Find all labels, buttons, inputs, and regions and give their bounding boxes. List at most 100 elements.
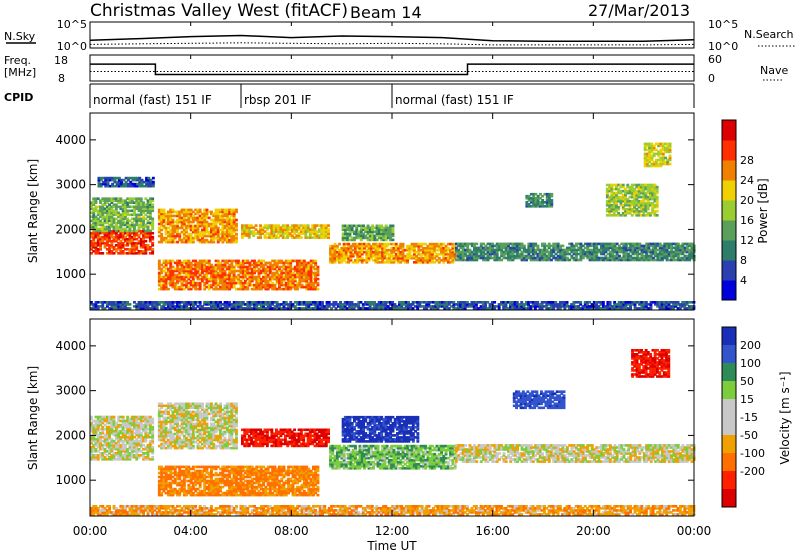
heatmap-cell — [311, 236, 315, 239]
heatmap-cell — [491, 256, 495, 260]
heatmap-cell — [406, 244, 409, 248]
heatmap-cell — [550, 192, 554, 196]
heatmap-cell — [145, 184, 148, 188]
heatmap-cell — [212, 232, 216, 236]
heatmap-cell — [246, 287, 250, 291]
heatmap-cell — [94, 235, 98, 239]
heatmap-cell — [340, 246, 344, 250]
heatmap-cell — [105, 252, 109, 255]
heatmap-cell — [189, 271, 193, 275]
heatmap-cell — [426, 259, 430, 262]
heatmap-cell — [144, 197, 148, 200]
heatmap-cell — [167, 222, 170, 226]
heatmap-cell — [342, 246, 346, 250]
heatmap-cell — [228, 277, 232, 281]
heatmap-cell — [252, 226, 256, 229]
heatmap-cell — [135, 244, 139, 247]
heatmap-cell — [316, 277, 320, 281]
heatmap-cell — [298, 265, 302, 269]
heatmap-cell — [437, 244, 441, 248]
heatmap-cell — [135, 199, 139, 202]
heatmap-cell — [94, 246, 98, 249]
heatmap-cell — [185, 259, 188, 263]
heatmap-cell — [126, 201, 130, 204]
heatmap-cell — [144, 205, 148, 209]
heatmap-cell — [280, 259, 284, 263]
heatmap-cell — [406, 259, 409, 262]
heatmap-cell — [205, 230, 209, 234]
heatmap-cell — [219, 216, 222, 220]
heatmap-cell — [348, 238, 352, 242]
heatmap-cell — [110, 201, 114, 204]
heatmap-cell — [341, 232, 345, 236]
heatmap-cell — [302, 267, 306, 271]
heatmap-cell — [601, 301, 605, 304]
heatmap-cell — [162, 210, 166, 214]
heatmap-cell — [225, 216, 229, 220]
heatmap-cell — [92, 219, 96, 223]
heatmap-cell — [207, 224, 211, 228]
heatmap-cell — [119, 235, 123, 239]
heatmap-cell — [367, 242, 371, 246]
heatmap-cell — [453, 244, 457, 248]
heatmap-cell — [257, 285, 261, 289]
heatmap-cell — [392, 259, 396, 262]
heatmap-cell — [205, 210, 209, 214]
heatmap-cell — [382, 232, 386, 236]
heatmap-cell — [466, 246, 470, 250]
heatmap-cell — [308, 232, 312, 235]
heatmap-cell — [201, 277, 204, 281]
heatmap-cell — [164, 261, 168, 265]
heatmap-cell — [305, 267, 309, 271]
heatmap-cell — [167, 267, 170, 271]
heatmap-cell — [92, 215, 96, 219]
heatmap-cell — [187, 232, 191, 236]
heatmap-cell — [307, 265, 311, 269]
heatmap-cell — [128, 237, 132, 241]
heatmap-cell — [105, 197, 109, 200]
heatmap-cell — [144, 203, 148, 206]
heatmap-cell — [108, 215, 111, 219]
heatmap-cell — [203, 261, 207, 265]
heatmap-cell — [232, 285, 236, 289]
heatmap-cell — [380, 224, 384, 228]
heatmap-cell — [296, 285, 299, 289]
heatmap-cell — [491, 244, 495, 248]
heatmap-cell — [96, 231, 100, 235]
heatmap-cell — [221, 214, 225, 218]
heatmap-cell — [428, 252, 432, 256]
heatmap-cell — [189, 232, 193, 236]
heatmap-cell — [210, 222, 213, 226]
heatmap-cell — [468, 248, 472, 252]
heatmap-cell — [266, 275, 270, 279]
heatmap-cell — [194, 283, 198, 287]
heatmap-cell — [346, 224, 350, 228]
heatmap-cell — [142, 205, 145, 209]
heatmap-cell — [219, 269, 222, 273]
heatmap-cell — [335, 252, 339, 256]
heatmap-cell — [275, 230, 278, 233]
heatmap-cell — [270, 228, 274, 231]
heatmap-cell — [442, 254, 446, 258]
heatmap-cell — [265, 228, 269, 231]
heatmap-cell — [305, 285, 309, 289]
heatmap-cell — [142, 201, 145, 204]
heatmap-cell — [350, 236, 354, 240]
heatmap-cell — [297, 232, 301, 235]
heatmap-cell — [160, 283, 164, 287]
heatmap-cell — [198, 283, 202, 287]
heatmap-cell — [228, 269, 232, 273]
heatmap-cell — [169, 271, 173, 275]
heatmap-cell — [121, 201, 125, 204]
heatmap-cell — [451, 248, 455, 252]
heatmap-cell — [92, 237, 96, 241]
heatmap-cell — [357, 224, 361, 228]
heatmap-cell — [307, 271, 311, 275]
heatmap-cell — [329, 252, 332, 256]
heatmap-cell — [281, 232, 285, 235]
heatmap-cell — [105, 248, 109, 251]
heatmap-cell — [157, 261, 161, 265]
heatmap-cell — [313, 230, 317, 233]
heatmap-cell — [189, 261, 193, 265]
heatmap-cell — [313, 236, 317, 239]
